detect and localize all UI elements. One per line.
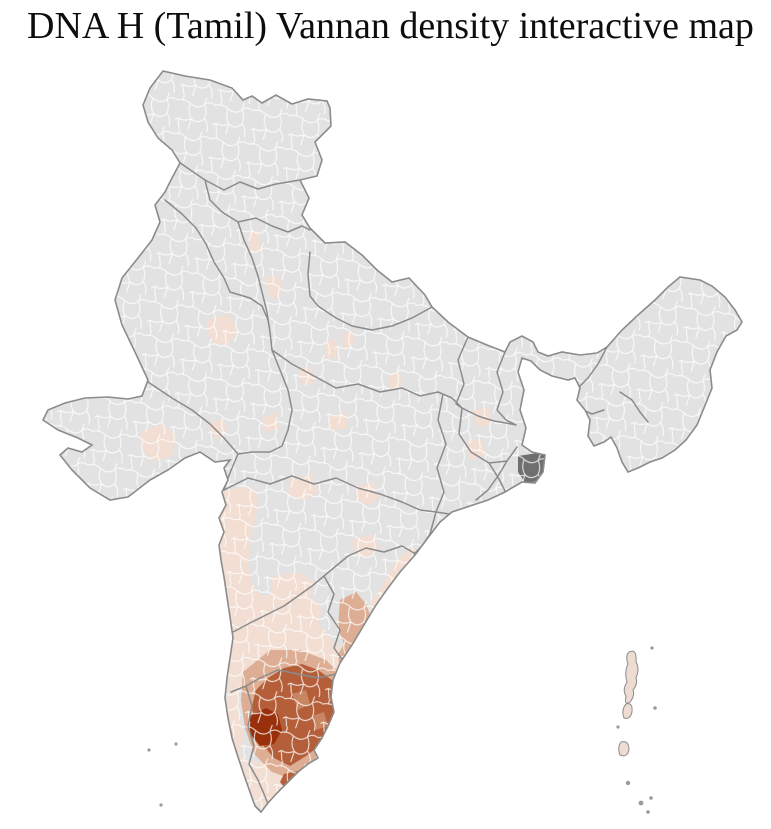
andaman-nicobar-islands[interactable]: [618, 650, 639, 757]
page-title: DNA H (Tamil) Vannan density interactive…: [27, 5, 754, 47]
andaman-nicobar-islets: [616, 646, 657, 814]
lakshadweep-islands: [147, 742, 178, 807]
